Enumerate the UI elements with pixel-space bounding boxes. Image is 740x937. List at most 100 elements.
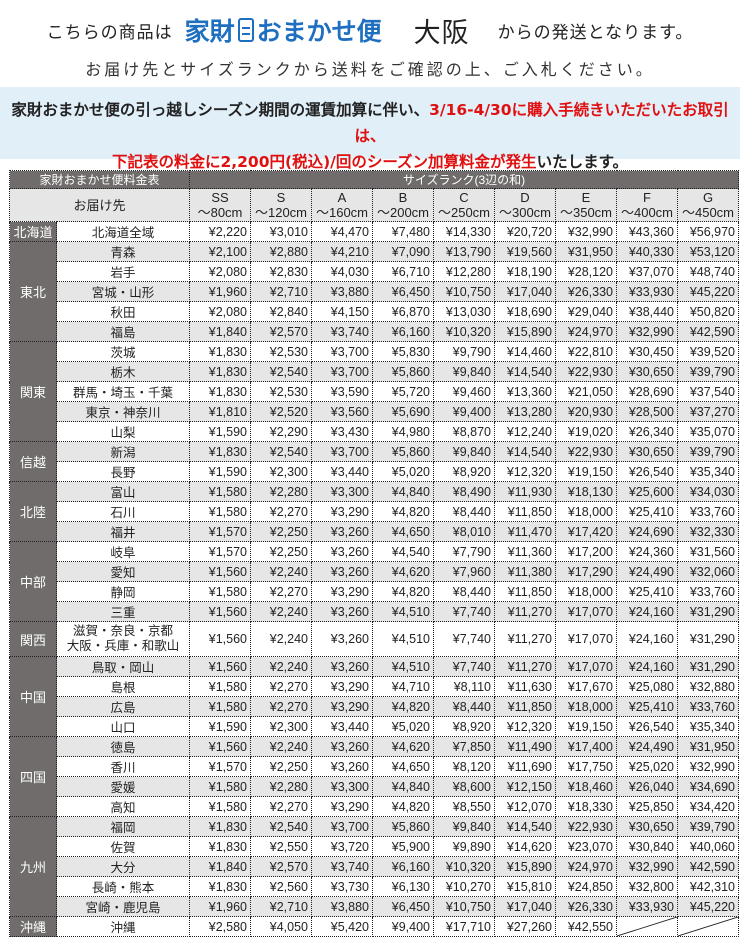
price-cell: ¥1,830 — [189, 876, 251, 897]
price-cell: ¥25,410 — [616, 581, 678, 602]
price-cell: ¥42,590 — [677, 321, 739, 342]
price-cell: ¥3,300 — [311, 776, 373, 797]
price-cell: ¥7,740 — [433, 656, 495, 677]
price-cell: ¥7,850 — [433, 736, 495, 757]
price-cell: ¥1,560 — [189, 601, 251, 622]
table-row: 佐賀 ¥1,830 ¥2,550 ¥3,720 ¥5,900 ¥9,890 ¥14,620 ¥… — [10, 836, 739, 857]
price-cell: ¥3,430 — [311, 421, 373, 442]
price-cell: ¥39,790 — [677, 361, 739, 382]
price-cell: ¥32,990 — [555, 221, 617, 242]
table-row: 山口 ¥1,590 ¥2,300 ¥3,440 ¥5,020 ¥8,920 ¥12,320 ¥… — [10, 716, 739, 737]
price-cell: ¥31,950 — [677, 736, 739, 757]
price-cell: ¥17,070 — [555, 621, 617, 657]
destination-cell: 愛媛 — [56, 776, 190, 797]
price-cell: ¥2,220 — [189, 221, 251, 242]
table-row: 北陸 富山 ¥1,580 ¥2,280 ¥3,300 ¥4,840 ¥8,490 ¥11,93… — [9, 481, 739, 542]
destination-cell: 滋賀・奈良・京都 大阪・兵庫・和歌山 — [56, 621, 190, 657]
price-cell: ¥8,550 — [433, 796, 495, 817]
size-rank-header: サイズランク(3辺の和) — [189, 170, 739, 189]
region-label: 東北 — [9, 241, 57, 342]
size-range: ～200cm — [376, 205, 430, 220]
price-cell: ¥10,320 — [433, 321, 495, 342]
destination-cell: 愛知 — [56, 561, 190, 582]
price-cell: ¥24,160 — [616, 656, 678, 677]
price-cell: ¥3,290 — [311, 676, 373, 697]
price-cell: ¥3,700 — [311, 816, 373, 837]
size-column-header: SS ～80cm — [189, 188, 251, 222]
price-cell: ¥2,280 — [250, 481, 312, 502]
price-cell: ¥2,240 — [250, 601, 312, 622]
price-cell: ¥53,120 — [677, 241, 739, 262]
price-cell: ¥31,290 — [677, 621, 739, 657]
price-cell: ¥2,540 — [250, 816, 312, 837]
size-rank: A — [337, 190, 347, 205]
size-column-header: C ～250cm — [433, 188, 495, 222]
price-cell: ¥14,540 — [494, 441, 556, 462]
price-cell: ¥6,450 — [372, 281, 434, 302]
price-cell: ¥10,750 — [433, 281, 495, 302]
size-range: ～80cm — [197, 205, 243, 220]
price-cell: ¥2,540 — [250, 361, 312, 382]
price-cell: ¥2,540 — [250, 441, 312, 462]
price-cell: ¥3,730 — [311, 876, 373, 897]
price-cell: ¥4,510 — [372, 621, 434, 657]
price-cell: ¥18,000 — [555, 501, 617, 522]
price-cell: ¥9,840 — [433, 816, 495, 837]
price-cell: ¥6,450 — [372, 896, 434, 917]
price-cell: ¥25,600 — [616, 481, 678, 502]
price-cell: ¥8,870 — [433, 421, 495, 442]
table-row: 長野 ¥1,590 ¥2,300 ¥3,440 ¥5,020 ¥8,920 ¥12,320 ¥… — [10, 461, 739, 482]
price-cell: ¥45,220 — [677, 281, 739, 302]
destination-cell: 山梨 — [56, 421, 190, 442]
price-cell: ¥3,260 — [311, 541, 373, 562]
price-cell: ¥18,690 — [494, 301, 556, 322]
notice-text: 家財おまかせ便の引っ越しシーズン期間の運賃加算に伴い、 — [11, 101, 430, 119]
price-cell: ¥11,850 — [494, 696, 556, 717]
origin-city: 大阪 — [413, 17, 470, 49]
destination-cell: 岐阜 — [56, 541, 190, 562]
price-cell: ¥22,930 — [555, 361, 617, 382]
price-cell: ¥12,240 — [494, 421, 556, 442]
price-cell: ¥24,360 — [616, 541, 678, 562]
destination-cell: 沖縄 — [56, 916, 190, 937]
price-cell: ¥17,750 — [555, 756, 617, 777]
price-cell: ¥17,400 — [555, 736, 617, 757]
price-cell: ¥9,840 — [433, 361, 495, 382]
price-cell: ¥3,260 — [311, 756, 373, 777]
price-cell: ¥13,030 — [433, 301, 495, 322]
destination-cell: 群馬・埼玉・千葉 — [56, 381, 190, 402]
price-cell: ¥24,690 — [616, 521, 678, 542]
price-cell: ¥5,020 — [372, 461, 434, 482]
price-cell: ¥1,580 — [189, 481, 251, 502]
diagonal-slash-icon — [678, 917, 738, 936]
price-cell: ¥28,120 — [555, 261, 617, 282]
price-cell: ¥3,440 — [311, 461, 373, 482]
price-cell: ¥2,270 — [250, 696, 312, 717]
size-range: ～250cm — [437, 205, 491, 220]
price-cell: ¥2,560 — [250, 876, 312, 897]
price-cell: ¥2,100 — [189, 241, 251, 262]
price-cell: ¥26,540 — [616, 716, 678, 737]
price-cell: ¥32,330 — [677, 521, 739, 542]
price-cell: ¥1,840 — [189, 321, 251, 342]
price-cell: ¥10,320 — [433, 856, 495, 877]
size-column-header: A ～160cm — [311, 188, 373, 222]
price-cell: ¥1,840 — [189, 856, 251, 877]
destination-cell: 東京・神奈川 — [56, 401, 190, 422]
price-cell: ¥1,590 — [189, 461, 251, 482]
price-cell: ¥12,280 — [433, 261, 495, 282]
price-cell: ¥12,320 — [494, 716, 556, 737]
price-cell: ¥8,440 — [433, 501, 495, 522]
price-cell: ¥1,590 — [189, 716, 251, 737]
price-cell: ¥33,930 — [616, 281, 678, 302]
region-label: 四国 — [9, 736, 57, 817]
price-cell: ¥26,330 — [555, 281, 617, 302]
price-cell: ¥11,850 — [494, 501, 556, 522]
price-cell: ¥32,800 — [616, 876, 678, 897]
size-rank: G — [702, 190, 714, 205]
price-cell: ¥39,790 — [677, 441, 739, 462]
price-cell: ¥26,330 — [555, 896, 617, 917]
price-cell: ¥32,060 — [677, 561, 739, 582]
price-cell: ¥40,060 — [677, 836, 739, 857]
price-cell: ¥3,290 — [311, 796, 373, 817]
